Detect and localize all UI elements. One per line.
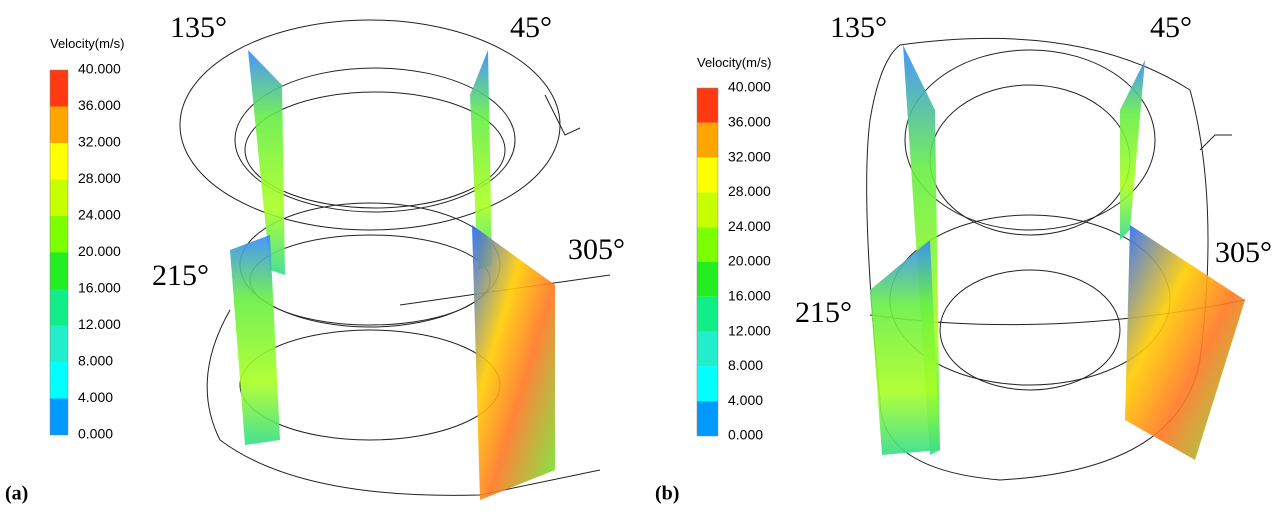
legend-tick-label: 12.000 — [78, 316, 121, 332]
legend-tick-label: 40.000 — [78, 61, 121, 77]
legend-title: Velocity(m/s) — [697, 55, 771, 70]
legend-title: Velocity(m/s) — [50, 36, 124, 51]
angle-label: 45° — [510, 11, 552, 44]
angle-label: 215° — [152, 259, 209, 292]
angle-label: 45° — [1150, 11, 1192, 44]
legend-tick-label: 40.000 — [728, 79, 771, 95]
colorbar-band — [50, 362, 68, 399]
angle-label: 305° — [1215, 236, 1272, 269]
legend-tick-label: 16.000 — [78, 280, 121, 296]
legend-tick-label: 28.000 — [728, 183, 771, 199]
legend-tick-label: 24.000 — [78, 207, 121, 223]
colorbar-band — [697, 366, 718, 401]
legend-tick-label: 0.000 — [78, 426, 113, 442]
angle-label: 135° — [830, 11, 887, 44]
colorbar-band — [50, 107, 68, 144]
panel-a-drawing — [180, 20, 610, 500]
legend-tick-label: 8.000 — [728, 357, 763, 373]
colorbar-band — [50, 253, 68, 290]
colorbar-band — [697, 262, 718, 297]
colorbar-band — [697, 297, 718, 332]
colorbar-band — [50, 216, 68, 253]
legend-tick-label: 4.000 — [78, 389, 113, 405]
legend-tick-label: 36.000 — [78, 97, 121, 113]
legend-tick-label: 20.000 — [78, 243, 121, 259]
legend-tick-label: 12.000 — [728, 322, 771, 338]
legend-tick-label: 24.000 — [728, 218, 771, 234]
legend-tick-label: 16.000 — [728, 288, 771, 304]
panel-b-drawing — [867, 38, 1245, 480]
legend-tick-label: 36.000 — [728, 114, 771, 130]
legend-tick-label: 32.000 — [78, 134, 121, 150]
colorbar-band — [50, 180, 68, 217]
colorbar-band — [697, 158, 718, 193]
angle-label: 215° — [795, 296, 852, 329]
colorbar-band — [50, 399, 68, 436]
colorbar-band — [697, 192, 718, 227]
legend-tick-label: 8.000 — [78, 353, 113, 369]
colorbar-band — [697, 123, 718, 158]
colorbar-band — [50, 326, 68, 363]
colorbar-band — [50, 70, 68, 107]
angle-label: 135° — [170, 11, 227, 44]
legend-tick-label: 0.000 — [728, 427, 763, 443]
colorbar-band — [697, 332, 718, 367]
angle-label: 305° — [568, 233, 625, 266]
figure: Velocity(m/s) 40.000 36.000 32.000 28.000 24.… — [0, 0, 1284, 516]
colorbar-band — [697, 401, 718, 436]
legend-tick-label: 32.000 — [728, 148, 771, 164]
panel-label: (b) — [655, 483, 679, 505]
colorbar-band — [50, 289, 68, 326]
colorbar-band — [697, 227, 718, 262]
legend-tick-label: 28.000 — [78, 170, 121, 186]
panel-label: (a) — [5, 483, 28, 505]
legend-tick-label: 4.000 — [728, 392, 763, 408]
legend-tick-label: 20.000 — [728, 253, 771, 269]
colorbar-band — [50, 143, 68, 180]
colorbar-band — [697, 88, 718, 123]
